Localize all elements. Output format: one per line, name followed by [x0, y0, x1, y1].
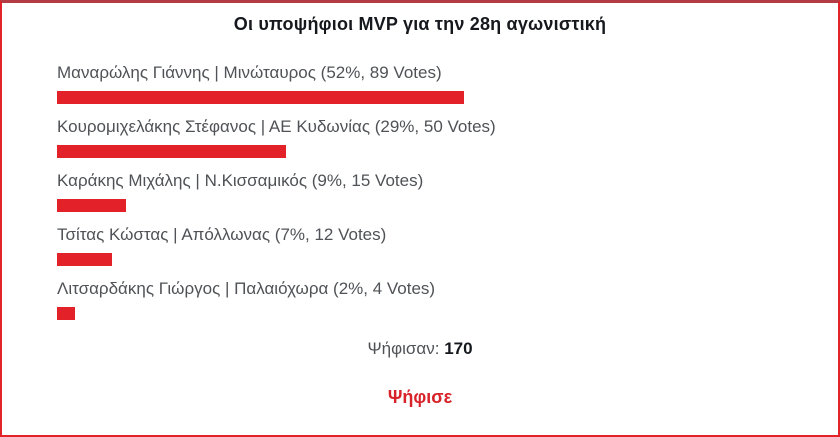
- option-bar-track: [57, 199, 834, 212]
- poll-total: Ψήφισαν: 170: [2, 338, 838, 360]
- total-votes-value: 170: [444, 339, 473, 358]
- poll-option: Καράκης Μιχάλης | Ν.Κισσαμικός (9%, 15 V…: [57, 170, 834, 212]
- option-result-bar: [57, 199, 126, 212]
- option-result-bar: [57, 307, 76, 320]
- option-bar-track: [57, 307, 834, 320]
- poll-options-list: Μαναρώλης Γιάννης | Μινώταυρος (52%, 89 …: [57, 62, 834, 320]
- poll-option: Λιτσαρδάκης Γιώργος | Παλαιόχωρα (2%, 4 …: [57, 278, 834, 320]
- option-label: Μαναρώλης Γιάννης | Μινώταυρος (52%, 89 …: [57, 63, 442, 82]
- poll-title: Οι υποψήφιοι MVP για την 28η αγωνιστική: [233, 14, 607, 34]
- vote-link[interactable]: Ψήφισε: [387, 387, 453, 407]
- option-label: Λιτσαρδάκης Γιώργος | Παλαιόχωρα (2%, 4 …: [57, 279, 436, 298]
- option-result-bar: [57, 91, 464, 104]
- option-label: Τσίτας Κώστας | Απόλλωνας (7%, 12 Votes): [57, 225, 387, 244]
- option-label: Κουρομιχελάκης Στέφανος | ΑΕ Κυδωνίας (2…: [57, 117, 496, 136]
- option-result-bar: [57, 253, 112, 266]
- poll-option: Μαναρώλης Γιάννης | Μινώταυρος (52%, 89 …: [57, 62, 834, 104]
- option-bar-track: [57, 91, 834, 104]
- option-label: Καράκης Μιχάλης | Ν.Κισσαμικός (9%, 15 V…: [57, 171, 424, 190]
- poll-option: Τσίτας Κώστας | Απόλλωνας (7%, 12 Votes): [57, 224, 834, 266]
- total-votes-label: Ψήφισαν:: [367, 339, 440, 358]
- option-result-bar: [57, 145, 286, 158]
- poll-option: Κουρομιχελάκης Στέφανος | ΑΕ Κυδωνίας (2…: [57, 116, 834, 158]
- option-bar-track: [57, 145, 834, 158]
- option-bar-track: [57, 253, 834, 266]
